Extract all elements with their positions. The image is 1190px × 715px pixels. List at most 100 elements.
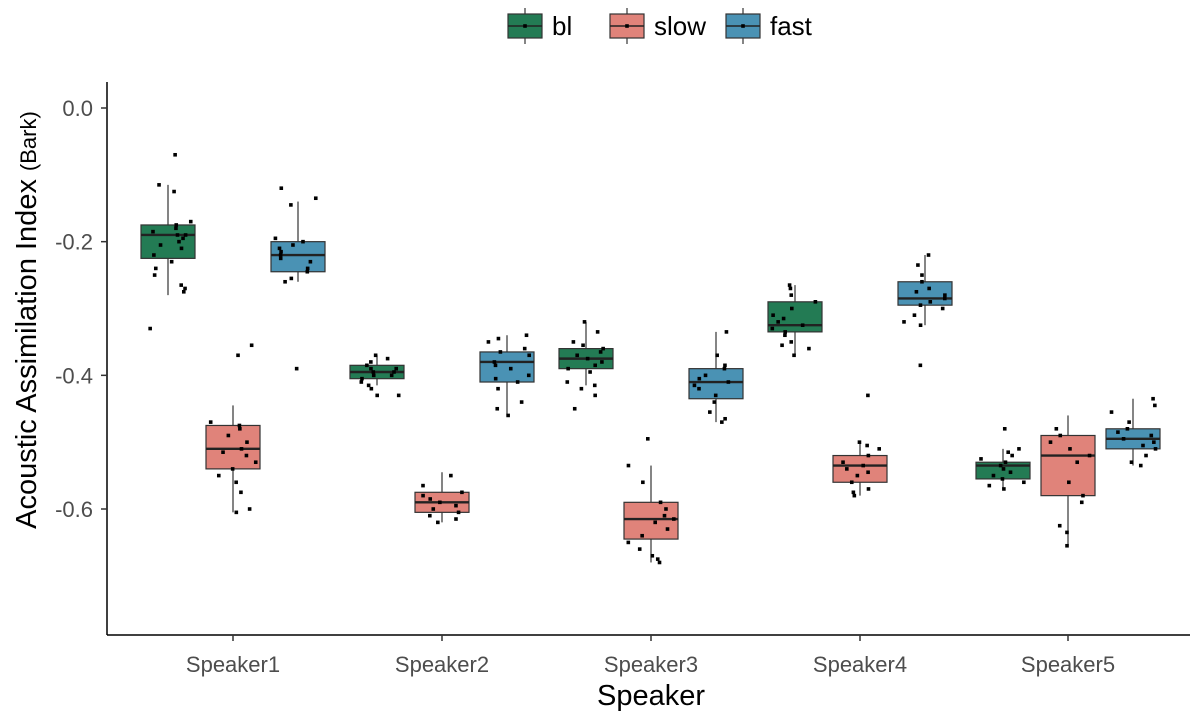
data-point (496, 336, 501, 341)
data-point (662, 513, 667, 518)
data-point (1010, 453, 1014, 458)
data-point (715, 353, 719, 358)
data-point (188, 219, 193, 224)
data-point (1144, 453, 1148, 458)
data-point (940, 306, 945, 311)
data-point (918, 363, 923, 368)
data-point (800, 323, 805, 328)
data-point (585, 356, 590, 361)
data-point (1138, 463, 1143, 468)
box-bl-speaker4 (767, 301, 823, 333)
data-point (855, 473, 860, 478)
data-point (866, 453, 871, 458)
data-point (277, 246, 282, 251)
data-point (598, 350, 603, 354)
axes: 0.0 -0.2 -0.4 -0.6 Speaker1 Speaker2 Speaker3… (55, 82, 1190, 677)
data-point (726, 380, 731, 384)
data-point (792, 353, 796, 358)
data-point (713, 393, 718, 398)
data-point (1125, 427, 1130, 431)
data-point (601, 346, 605, 351)
data-point (239, 447, 244, 451)
data-point (851, 490, 856, 495)
data-point (1008, 470, 1013, 475)
data-point (723, 416, 727, 421)
data-point (366, 383, 371, 388)
data-point (655, 557, 660, 561)
data-point (626, 540, 631, 545)
box-slow-speaker3 (623, 501, 679, 540)
data-point (527, 353, 531, 358)
data-point (486, 340, 491, 344)
data-point (697, 376, 702, 381)
data-point (396, 393, 401, 398)
data-point (179, 246, 184, 251)
data-point (234, 510, 239, 515)
data-point (1152, 440, 1156, 444)
data-point (588, 370, 592, 374)
data-point (152, 273, 157, 277)
data-point (781, 316, 786, 321)
legend-key-point (523, 24, 527, 28)
data-point (239, 490, 243, 495)
data-point (436, 520, 440, 525)
data-point (783, 333, 787, 338)
x-tick-label: Speaker5 (1021, 652, 1115, 677)
data-point (1067, 480, 1071, 485)
data-point (278, 253, 283, 257)
legend-item-slow: slow (609, 8, 706, 44)
data-point (866, 470, 870, 475)
data-point (1048, 440, 1053, 444)
data-point (770, 326, 775, 331)
data-point (724, 330, 729, 334)
data-point (920, 279, 924, 284)
data-point (650, 553, 655, 558)
data-point (431, 507, 436, 511)
data-point (776, 320, 780, 324)
data-point (175, 233, 180, 237)
data-point (1109, 410, 1114, 414)
data-point (283, 279, 287, 284)
data-point (234, 480, 238, 485)
data-point (226, 433, 231, 438)
data-point (626, 463, 631, 468)
data-point (600, 360, 604, 364)
data-point (877, 447, 881, 451)
y-axis-title-unit: (Bark) (16, 111, 41, 171)
data-point (841, 460, 845, 465)
data-point (1057, 523, 1062, 528)
data-point (593, 363, 597, 368)
legend-label-bl: bl (552, 11, 572, 41)
data-point (565, 380, 570, 384)
data-point (927, 286, 931, 291)
data-point (783, 330, 787, 334)
y-tick-label: -0.2 (55, 230, 93, 255)
data-point (722, 366, 727, 371)
data-point (279, 186, 284, 190)
data-point (1017, 447, 1021, 451)
data-point (394, 366, 399, 371)
data-point (672, 517, 676, 521)
data-point (697, 386, 701, 391)
data-point (181, 289, 186, 294)
data-point (571, 340, 576, 344)
y-ticks: 0.0 -0.2 -0.4 -0.6 (55, 96, 107, 522)
data-point (788, 286, 793, 291)
data-point (515, 380, 520, 384)
data-point (916, 263, 920, 267)
data-point (454, 517, 458, 521)
data-point (253, 460, 258, 465)
data-point (359, 380, 364, 384)
data-point (780, 343, 784, 348)
data-point (1129, 460, 1134, 465)
data-point (1081, 493, 1085, 498)
data-point (657, 560, 662, 565)
data-point (369, 360, 373, 364)
data-point (221, 450, 225, 454)
data-point (849, 480, 854, 485)
data-point (723, 363, 727, 368)
legend-label-slow: slow (654, 11, 706, 41)
data-point (865, 443, 869, 448)
data-point (771, 313, 775, 317)
data-point (369, 366, 373, 371)
